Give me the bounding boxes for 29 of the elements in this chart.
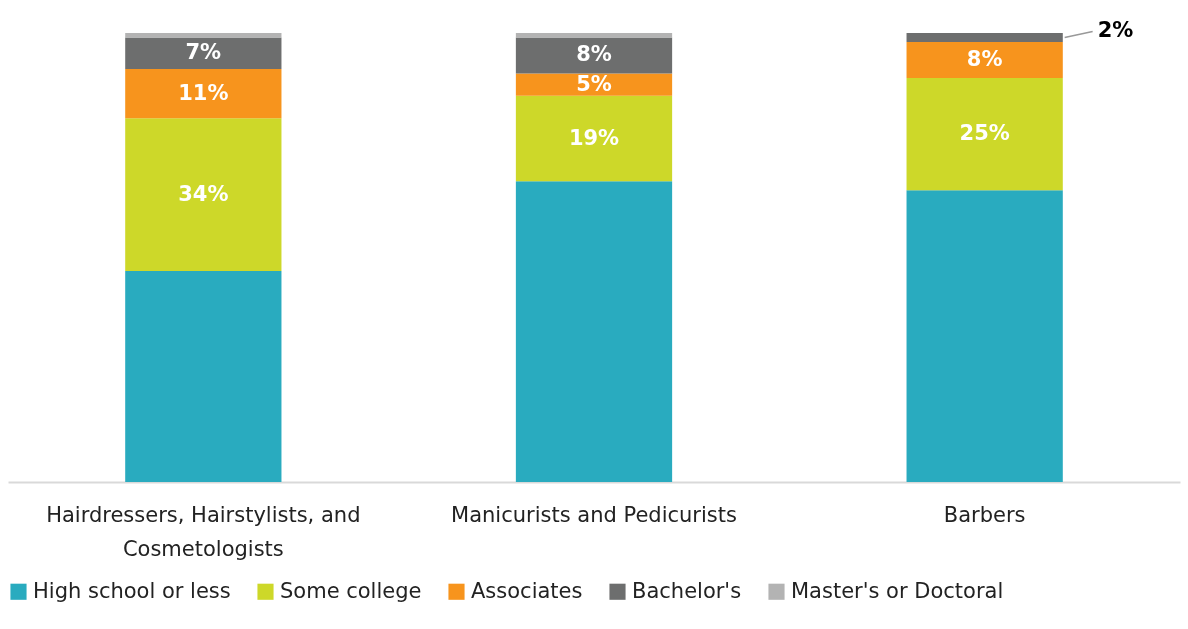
x-tick-label: Hairdressers, Hairstylists, and Cosmetologists <box>46 502 361 561</box>
data-label: 8% <box>966 46 1003 71</box>
data-label: 7% <box>185 40 222 65</box>
bar <box>906 190 1063 482</box>
data-label: 8% <box>576 42 612 67</box>
bar <box>906 77 1063 191</box>
data-label: 19% <box>568 125 620 150</box>
bar <box>125 270 282 482</box>
bar <box>125 37 282 69</box>
x-tick-label: Barbers <box>943 502 1026 527</box>
bar <box>125 68 282 119</box>
bar <box>515 95 673 182</box>
legend-label: Bachelor's <box>632 578 742 603</box>
bar <box>125 118 282 271</box>
bar <box>515 73 673 96</box>
data-label: 2% <box>1097 18 1134 43</box>
x-tick-label: Manicurists and Pedicurists <box>451 502 737 527</box>
data-label: 25% <box>959 121 1010 146</box>
legend-label: High school or less <box>33 578 231 603</box>
bar <box>906 41 1063 78</box>
legend-label: Associates <box>471 578 583 603</box>
legend-label: Some college <box>280 578 422 603</box>
data-label: 11% <box>178 80 229 105</box>
bar <box>906 33 1063 42</box>
data-label: 34% <box>178 181 229 206</box>
bar <box>515 37 673 74</box>
bar <box>515 181 673 482</box>
legend-label: Master's or Doctoral <box>791 578 1004 603</box>
data-label: 5% <box>576 71 612 96</box>
